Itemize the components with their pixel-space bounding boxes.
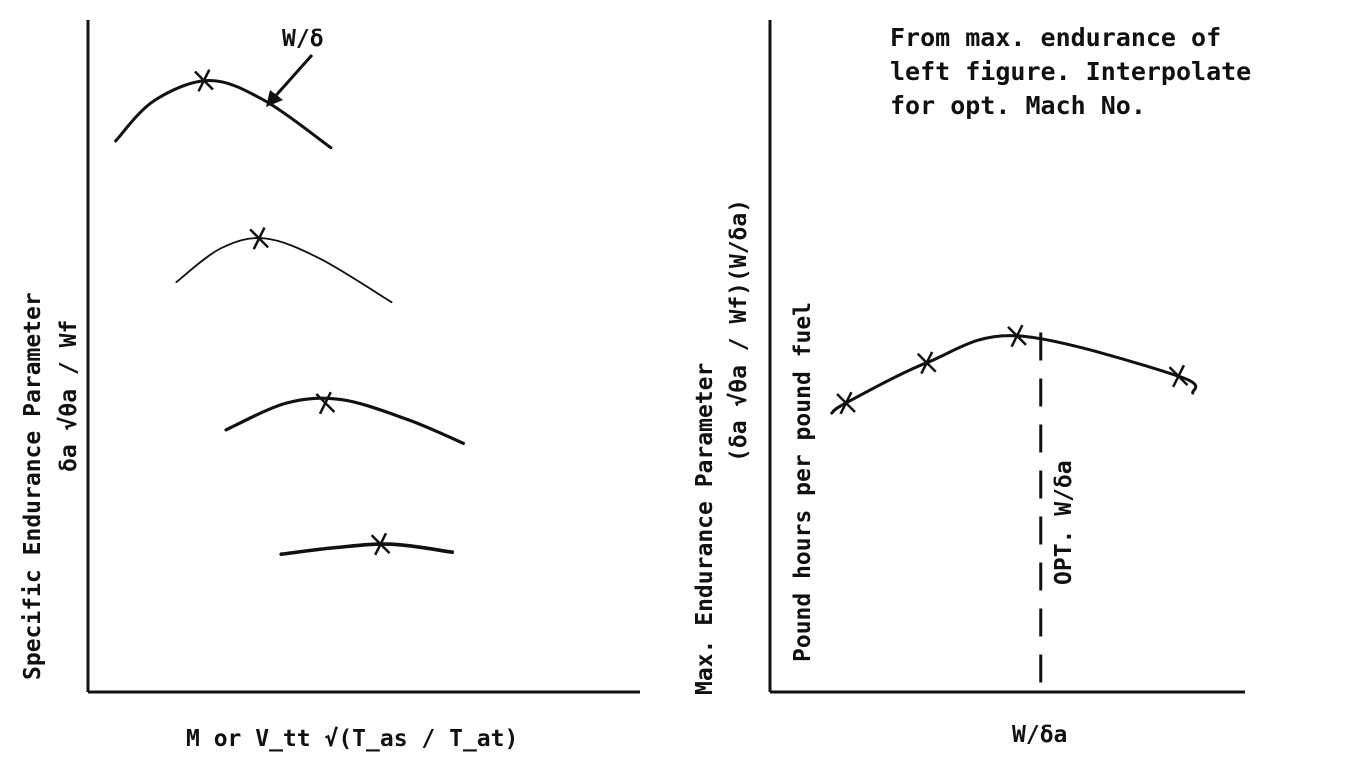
right-point-marker-3-b	[1010, 324, 1024, 348]
left-series-group	[114, 78, 465, 556]
left-x-axis-label: M or V_tt √(T_as / T_at)	[186, 726, 518, 752]
right-x-axis-label: W/δa	[1012, 722, 1067, 748]
left-annotation-label: W/δ	[282, 26, 324, 52]
left-optimum-marker-3-b	[318, 391, 332, 415]
right-points-group	[836, 324, 1189, 415]
right-series-line	[830, 334, 1198, 415]
right-opt-label: OPT. W/δa	[1051, 460, 1077, 585]
right-point-marker-2-b	[920, 351, 934, 375]
left-chart: W/δ Specific Endurance Parameter δa √θa …	[20, 20, 640, 752]
right-chart: From max. endurance of left figure. Inte…	[692, 20, 1251, 748]
right-point-marker-4-b	[1171, 364, 1186, 388]
right-note-line-1: From max. endurance of	[890, 23, 1221, 52]
left-series-line-4	[279, 542, 455, 556]
right-note-line-2: left figure. Interpolate	[890, 57, 1251, 86]
right-y-axis-units: Pound hours per pound fuel	[790, 302, 816, 662]
right-note-line-3: for opt. Mach No.	[890, 91, 1146, 120]
left-series-line-2	[175, 237, 393, 304]
left-y-axis-label: Specific Endurance Parameter	[20, 292, 46, 680]
right-y-axis-formula: (δa √θa / Wf)(W/δa)	[726, 199, 752, 462]
left-optimum-marker-2-b	[252, 227, 266, 250]
left-annotation-arrowhead	[266, 90, 283, 107]
right-point-marker-1-b	[839, 391, 853, 415]
left-optimum-marker-1-b	[197, 69, 211, 92]
left-optima-group	[194, 69, 391, 556]
left-optimum-marker-4-b	[374, 532, 388, 556]
right-y-axis-label: Max. Endurance Parameter	[692, 363, 718, 695]
left-y-axis-formula: δa √θa / Wf	[56, 320, 82, 472]
left-series-line-3	[224, 396, 465, 445]
left-annotation-arrow-shaft	[269, 54, 314, 102]
left-series-line-1	[114, 78, 333, 150]
